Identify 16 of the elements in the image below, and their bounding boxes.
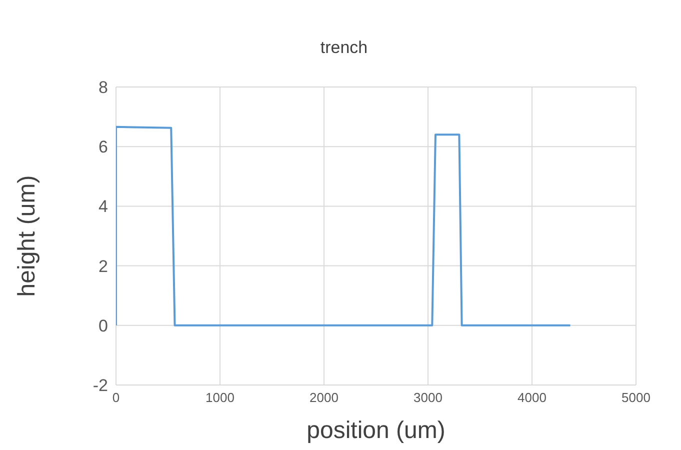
y-tick-label: 6 (98, 138, 108, 157)
y-tick-label: 0 (98, 316, 108, 336)
x-tick-label: 1000 (206, 390, 234, 406)
x-tick-label: 3000 (414, 390, 442, 406)
y-tick-label: 8 (98, 78, 108, 98)
line-series (116, 126, 572, 326)
chart-title: trench (320, 38, 368, 57)
x-tick-label: 4000 (518, 390, 546, 406)
x-tick-label: 5000 (622, 390, 650, 406)
y-tick-label: 4 (98, 197, 108, 216)
x-axis-title: position (um) (306, 417, 446, 444)
y-tick-label: 2 (98, 256, 108, 276)
y-tick-label: -2 (92, 376, 108, 396)
x-tick-label: 0 (112, 390, 120, 406)
x-tick-label: 2000 (310, 390, 338, 406)
y-axis-title: height (um) (14, 175, 41, 297)
